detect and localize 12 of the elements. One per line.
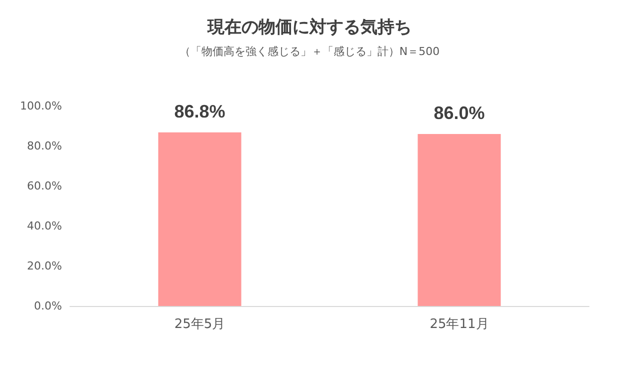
y-tick-label: 80.0% <box>27 140 62 152</box>
y-tick-label: 0.0% <box>34 300 62 312</box>
chart-title: 現在の物価に対する気持ち <box>206 18 412 38</box>
y-tick-label: 20.0% <box>27 260 62 272</box>
y-tick-label: 40.0% <box>27 220 62 232</box>
chart-subtitle: （「物価高を強く感じる」＋「感じる」計）N＝500 <box>179 45 440 58</box>
y-tick-label: 60.0% <box>27 180 62 192</box>
y-tick-label: 100.0% <box>20 100 62 112</box>
data-label: 86.8% <box>174 101 226 122</box>
data-label: 86.0% <box>434 103 485 123</box>
x-tick-label: 25年11月 <box>430 317 489 332</box>
x-tick-label: 25年5月 <box>174 317 226 332</box>
